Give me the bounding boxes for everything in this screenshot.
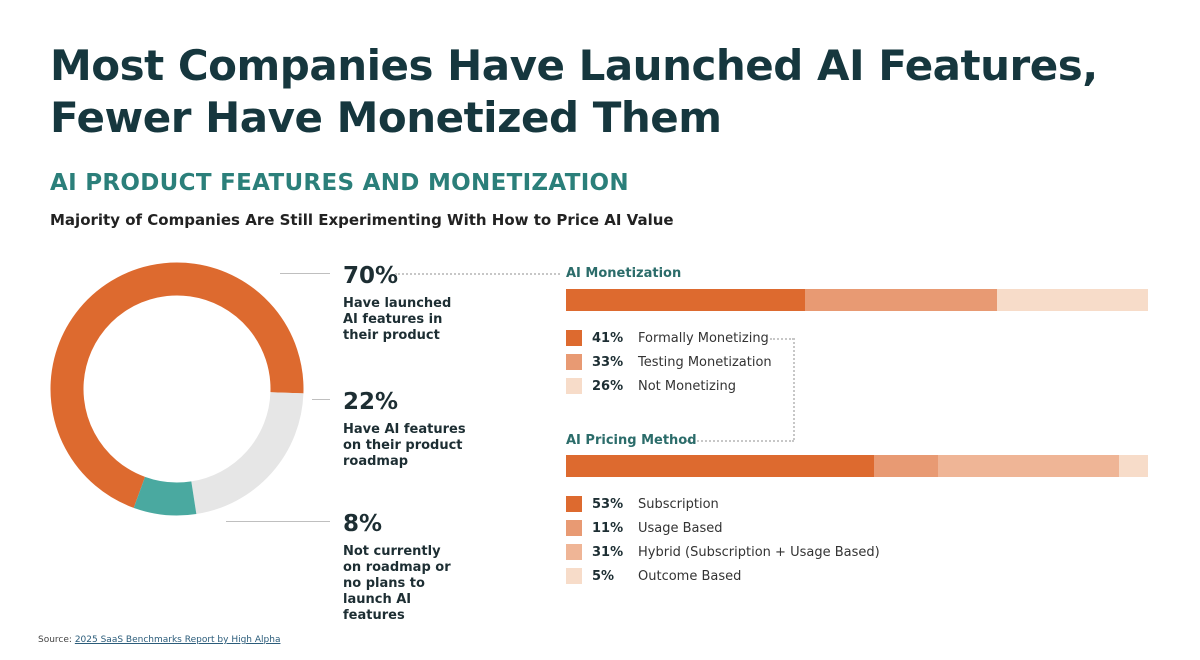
pricing-stacked-bar: [566, 455, 1148, 477]
title-line-1: Most Companies Have Launched AI Features…: [50, 41, 1098, 90]
monetization-bar-segment-3: [996, 289, 1148, 311]
pricing-legend-item: 11% Usage Based: [566, 516, 880, 540]
stat-no-plans-desc: Not currently on roadmap or no plans to …: [343, 544, 451, 623]
leader-line-launched: [280, 273, 330, 274]
monetization-legend-pct: 41%: [592, 330, 624, 346]
connector-formally-h: [770, 338, 794, 340]
pricing-legend-label: Usage Based: [638, 520, 723, 536]
stat-launched-desc: Have launched AI features in their produ…: [343, 296, 452, 343]
stat-roadmap: 22% Have AI features on their product ro…: [343, 388, 493, 470]
pricing-legend-label: Outcome Based: [638, 568, 742, 584]
donut-slice-launched: [50, 262, 304, 508]
adoption-donut-chart: [50, 262, 304, 516]
leader-line-no-plans: [226, 521, 330, 522]
source-prefix: Source:: [38, 635, 72, 645]
monetization-legend-item: 26% Not Monetizing: [566, 374, 772, 398]
monetization-legend-pct: 26%: [592, 378, 624, 394]
pricing-label: AI Pricing Method: [566, 433, 697, 448]
section-subtitle: AI PRODUCT FEATURES AND MONETIZATION: [50, 170, 629, 196]
monetization-bar-segment-1: [566, 289, 805, 311]
pricing-legend-swatch: [566, 496, 582, 512]
pricing-legend-item: 53% Subscription: [566, 492, 880, 516]
pricing-legend-swatch: [566, 520, 582, 536]
monetization-legend-swatch: [566, 330, 582, 346]
pricing-legend: 53% Subscription 11% Usage Based 31% Hybrid (…: [566, 492, 880, 588]
monetization-legend-label: Formally Monetizing: [638, 330, 769, 346]
monetization-legend: 41% Formally Monetizing 33% Testing Monetiz…: [566, 326, 772, 398]
monetization-legend-swatch: [566, 378, 582, 394]
donut-slice-no-plans: [133, 476, 197, 516]
pricing-legend-pct: 53%: [592, 496, 624, 512]
stat-roadmap-pct: 22%: [343, 389, 399, 415]
pricing-bar-segment-1: [566, 455, 875, 477]
tagline: Majority of Companies Are Still Experime…: [50, 211, 674, 229]
stat-launched-pct: 70%: [343, 263, 399, 289]
pricing-bar-segment-4: [1118, 455, 1148, 477]
pricing-legend-swatch: [566, 544, 582, 560]
stat-no-plans: 8% Not currently on roadmap or no plans …: [343, 510, 493, 624]
pricing-bar-segment-2: [874, 455, 939, 477]
pricing-legend-item: 31% Hybrid (Subscription + Usage Based): [566, 540, 880, 564]
monetization-legend-label: Not Monetizing: [638, 378, 736, 394]
source-note: Source: 2025 SaaS Benchmarks Report by H…: [38, 635, 280, 645]
monetization-legend-item: 41% Formally Monetizing: [566, 326, 772, 350]
donut-slice-roadmap: [190, 391, 304, 515]
source-link[interactable]: 2025 SaaS Benchmarks Report by High Alph…: [74, 635, 281, 645]
leader-line-roadmap: [312, 399, 330, 400]
pricing-legend-swatch: [566, 568, 582, 584]
monetization-bar-segment-2: [804, 289, 997, 311]
pricing-legend-pct: 31%: [592, 544, 624, 560]
monetization-legend-pct: 33%: [592, 354, 624, 370]
pricing-legend-item: 5% Outcome Based: [566, 564, 880, 588]
pricing-legend-pct: 11%: [592, 520, 624, 536]
pricing-legend-label: Hybrid (Subscription + Usage Based): [638, 544, 880, 560]
monetization-legend-swatch: [566, 354, 582, 370]
monetization-label: AI Monetization: [566, 266, 682, 281]
monetization-stacked-bar: [566, 289, 1148, 311]
pricing-legend-pct: 5%: [592, 568, 615, 584]
stat-roadmap-desc: Have AI features on their product roadma…: [343, 422, 466, 469]
pricing-legend-label: Subscription: [638, 496, 719, 512]
stat-launched: 70% Have launched AI features in their p…: [343, 262, 493, 344]
title-line-2: Fewer Have Monetized Them: [50, 93, 722, 142]
connector-launched-to-monetization: [395, 273, 560, 275]
stat-no-plans-pct: 8%: [343, 511, 383, 537]
pricing-bar-segment-3: [938, 455, 1119, 477]
monetization-legend-label: Testing Monetization: [638, 354, 772, 370]
connector-to-pricing: [686, 440, 794, 442]
page-title: Most Companies Have Launched AI Features…: [50, 40, 1150, 144]
monetization-legend-item: 33% Testing Monetization: [566, 350, 772, 374]
connector-formally-v: [793, 338, 795, 440]
